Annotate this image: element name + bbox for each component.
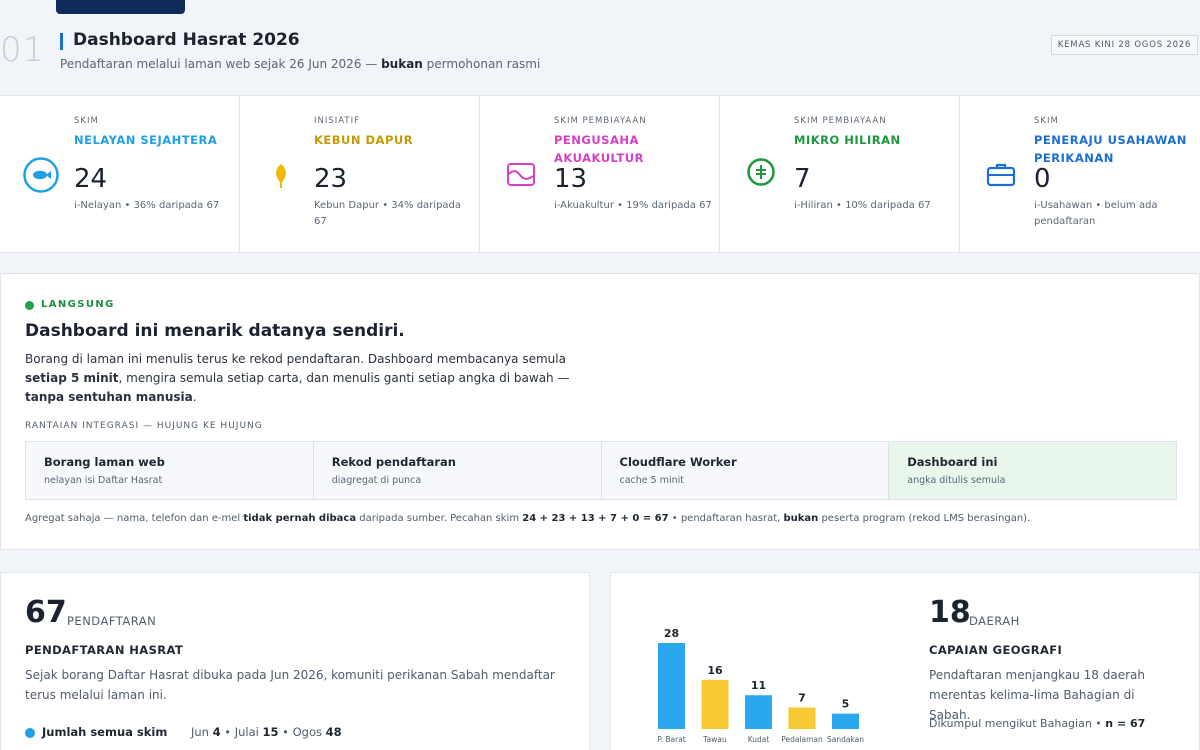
registrations-unit: PENDAFTARAN <box>67 614 157 628</box>
live-footnote: Agregat sahaja — nama, telefon dan e-mel… <box>25 513 1031 524</box>
page-subtitle: Pendaftaran melalui laman web sejak 26 J… <box>60 57 541 71</box>
geography-note: Dikumpul mengikut Bahagian • n = 67 <box>929 717 1146 730</box>
stat-name: MIKRO HILIRAN <box>794 133 901 147</box>
currency-icon <box>747 158 775 186</box>
active-tab[interactable] <box>56 0 185 14</box>
chain-step-sub: nelayan isi Daftar Hasrat <box>44 475 163 486</box>
bar-pedalaman <box>788 707 816 729</box>
category-label: Tawau <box>702 735 727 744</box>
registrations-heading: PENDAFTARAN HASRAT <box>25 643 184 657</box>
monthly-breakdown: Jun 4 • Julai 15 • Ogos 48 <box>191 725 342 739</box>
stat-value: 23 <box>314 164 348 194</box>
stat-card-hiliran[interactable]: SKIM PEMBIAYAAN MIKRO HILIRAN 7 i-Hilira… <box>720 96 960 252</box>
briefcase-icon <box>986 163 1016 187</box>
bar-value-label: 28 <box>664 627 679 640</box>
legend-dot <box>25 728 35 738</box>
bar-value-label: 5 <box>842 698 850 711</box>
leaf-icon <box>276 164 286 188</box>
updated-badge: KEMAS KINI 28 OGOS 2026 <box>1051 35 1198 55</box>
registrations-total: 67 <box>25 595 67 630</box>
stat-kicker: SKIM <box>74 116 99 126</box>
live-status-dot <box>25 301 34 310</box>
stat-name: NELAYAN SEJAHTERA <box>74 133 218 147</box>
stat-name: PENERAJU USAHAWAN PERIKANAN <box>1034 133 1187 165</box>
stat-note: Kebun Dapur • 34% daripada 67 <box>314 200 462 227</box>
geography-heading: CAPAIAN GEOGRAFI <box>929 643 1063 657</box>
fish-icon <box>23 157 59 193</box>
category-label: Sandakan <box>827 735 864 744</box>
stat-value: 24 <box>74 164 108 194</box>
scheme-stats-row: SKIM NELAYAN SEJAHTERA 24 i-Nelayan • 36… <box>0 95 1200 253</box>
stat-value: 7 <box>794 164 811 194</box>
chain-step: Cloudflare Worker cache 5 minit <box>601 442 890 499</box>
bar-sandakan <box>832 713 859 729</box>
chain-step: Borang laman web nelayan isi Daftar Hasra… <box>26 442 314 499</box>
live-label: LANGSUNG <box>41 299 115 310</box>
registrations-card: 67 PENDAFTARAN PENDAFTARAN HASRAT Sejak … <box>0 572 590 750</box>
bar-kudat <box>745 695 772 729</box>
chain-step-sub: angka ditulis semula <box>907 475 1006 486</box>
wave-icon <box>507 163 535 186</box>
chain-step-title: Rekod pendaftaran <box>331 455 456 469</box>
stat-kicker: SKIM PEMBIAYAAN <box>554 116 647 126</box>
bar-tawau <box>701 679 729 729</box>
geography-card: 28 P. Barat 16 Tawau 11 Kudat 7 Pedalaman 5 Sanda… <box>610 572 1200 750</box>
stat-card-akuakultur[interactable]: SKIM PEMBIAYAAN PENGUSAHA AKUAKULTUR 13 … <box>480 96 720 252</box>
stat-card-nelayan[interactable]: SKIM NELAYAN SEJAHTERA 24 i-Nelayan • 36… <box>0 96 240 252</box>
live-data-card: LANGSUNG Dashboard ini menarik datanya s… <box>0 273 1200 550</box>
stat-note: i-Usahawan • belum ada pendaftaran <box>1034 200 1158 227</box>
stat-kicker: SKIM PEMBIAYAAN <box>794 116 887 126</box>
chain-step-current: Dashboard ini angka ditulis semula <box>889 442 1176 499</box>
bar-value-label: 11 <box>751 679 766 692</box>
stat-name: PENGUSAHA AKUAKULTUR <box>554 133 645 165</box>
live-description: Borang di laman ini menulis terus ke rek… <box>25 352 570 404</box>
chain-label: RANTAIAN INTEGRASI — HUJUNG KE HUJUNG <box>25 421 263 431</box>
live-title: Dashboard ini menarik datanya sendiri. <box>25 321 405 341</box>
geography-total: 18 <box>929 595 971 630</box>
registrations-text: Sejak borang Daftar Hasrat dibuka pada J… <box>25 668 555 702</box>
stat-card-usahawan[interactable]: SKIM PENERAJU USAHAWAN PERIKANAN 0 i-Usa… <box>960 96 1200 252</box>
district-bar-chart: 28 P. Barat 16 Tawau 11 Kudat 7 Pedalaman 5 Sanda… <box>657 627 864 744</box>
section-number: 01 <box>0 30 46 70</box>
legend-label: Jumlah semua skim <box>42 725 168 739</box>
chain-step-title: Dashboard ini <box>907 455 998 469</box>
stat-name: KEBUN DAPUR <box>314 133 414 147</box>
page-title: Dashboard Hasrat 2026 <box>73 30 300 50</box>
stat-value: 0 <box>1034 164 1051 194</box>
stat-card-kebun[interactable]: INISIATIF KEBUN DAPUR 23 Kebun Dapur • 3… <box>240 96 480 252</box>
category-label: Kudat <box>748 735 770 744</box>
bar-value-label: 7 <box>798 692 806 705</box>
chain-step: Rekod pendaftaran diagregat di punca <box>313 442 602 499</box>
stat-note: i-Hiliran • 10% daripada 67 <box>794 200 931 211</box>
geography-text: Pendaftaran menjangkau 18 daerah merenta… <box>929 668 1145 722</box>
stat-note: i-Nelayan • 36% daripada 67 <box>74 200 220 211</box>
chain-step-sub: diagregat di punca <box>331 475 422 486</box>
chain-step-sub: cache 5 minit <box>619 475 685 486</box>
stat-note: i-Akuakultur • 19% daripada 67 <box>554 200 712 211</box>
stat-kicker: SKIM <box>1034 116 1059 126</box>
category-label: Pedalaman <box>781 735 823 744</box>
chain-step-title: Borang laman web <box>44 455 165 469</box>
integration-chain: Borang laman web nelayan isi Daftar Hasra… <box>25 441 1177 500</box>
category-label: P. Barat <box>657 735 686 744</box>
chain-step-title: Cloudflare Worker <box>619 455 737 469</box>
bar-value-label: 16 <box>707 664 723 677</box>
geography-unit: DAERAH <box>969 614 1020 628</box>
stat-kicker: INISIATIF <box>314 116 361 126</box>
bar-p-barat <box>658 643 685 729</box>
title-accent-bar <box>60 33 63 50</box>
stat-value: 13 <box>554 164 588 194</box>
